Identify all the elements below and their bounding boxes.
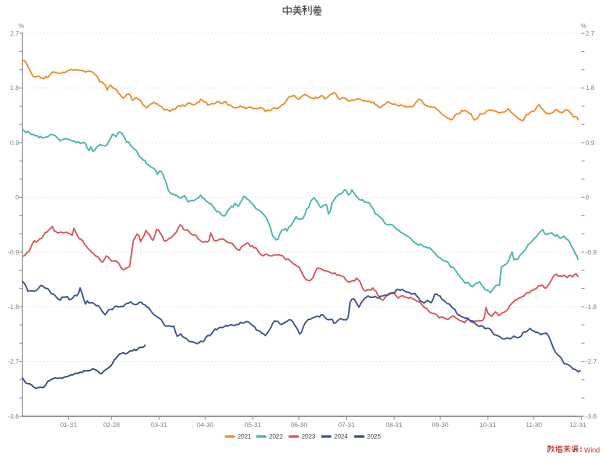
svg-text:07-31: 07-31 <box>338 422 355 429</box>
svg-text:2022: 2022 <box>269 434 283 441</box>
svg-text:1.8: 1.8 <box>586 85 595 92</box>
svg-text:-3.6: -3.6 <box>586 413 598 420</box>
svg-text:%: % <box>581 24 587 30</box>
svg-text:0: 0 <box>586 195 590 202</box>
svg-text:05-31: 05-31 <box>244 422 261 429</box>
svg-text:12-31: 12-31 <box>570 422 587 429</box>
svg-text:-3.6: -3.6 <box>8 413 20 420</box>
svg-text:04-30: 04-30 <box>197 422 214 429</box>
svg-text:0.9: 0.9 <box>586 140 595 147</box>
svg-text:-1.8: -1.8 <box>8 304 20 311</box>
svg-text:2023: 2023 <box>302 434 316 441</box>
svg-text:-2.7: -2.7 <box>8 359 20 366</box>
svg-text:2.7: 2.7 <box>586 30 595 37</box>
svg-text:2025: 2025 <box>367 434 381 441</box>
svg-text:2.7: 2.7 <box>10 30 19 37</box>
svg-text:11-30: 11-30 <box>526 422 543 429</box>
svg-text:08-31: 08-31 <box>386 422 403 429</box>
svg-text:2024: 2024 <box>334 434 348 441</box>
svg-text:%: % <box>19 24 25 30</box>
svg-text:03-31: 03-31 <box>151 422 168 429</box>
svg-text:2021: 2021 <box>238 434 252 441</box>
svg-text:1.8: 1.8 <box>10 85 19 92</box>
svg-text:06-30: 06-30 <box>291 422 308 429</box>
svg-text:-0.9: -0.9 <box>8 249 20 256</box>
svg-text:-1.8: -1.8 <box>586 304 598 311</box>
svg-text:09-30: 09-30 <box>432 422 449 429</box>
svg-text:Wind: Wind <box>584 448 600 455</box>
svg-text:10-31: 10-31 <box>479 422 496 429</box>
svg-text:0: 0 <box>15 195 19 202</box>
svg-text:-2.7: -2.7 <box>586 359 598 366</box>
svg-text:-0.9: -0.9 <box>586 249 598 256</box>
svg-text:0.9: 0.9 <box>10 140 19 147</box>
svg-text:01-31: 01-31 <box>60 422 77 429</box>
svg-text:02-28: 02-28 <box>103 422 120 429</box>
